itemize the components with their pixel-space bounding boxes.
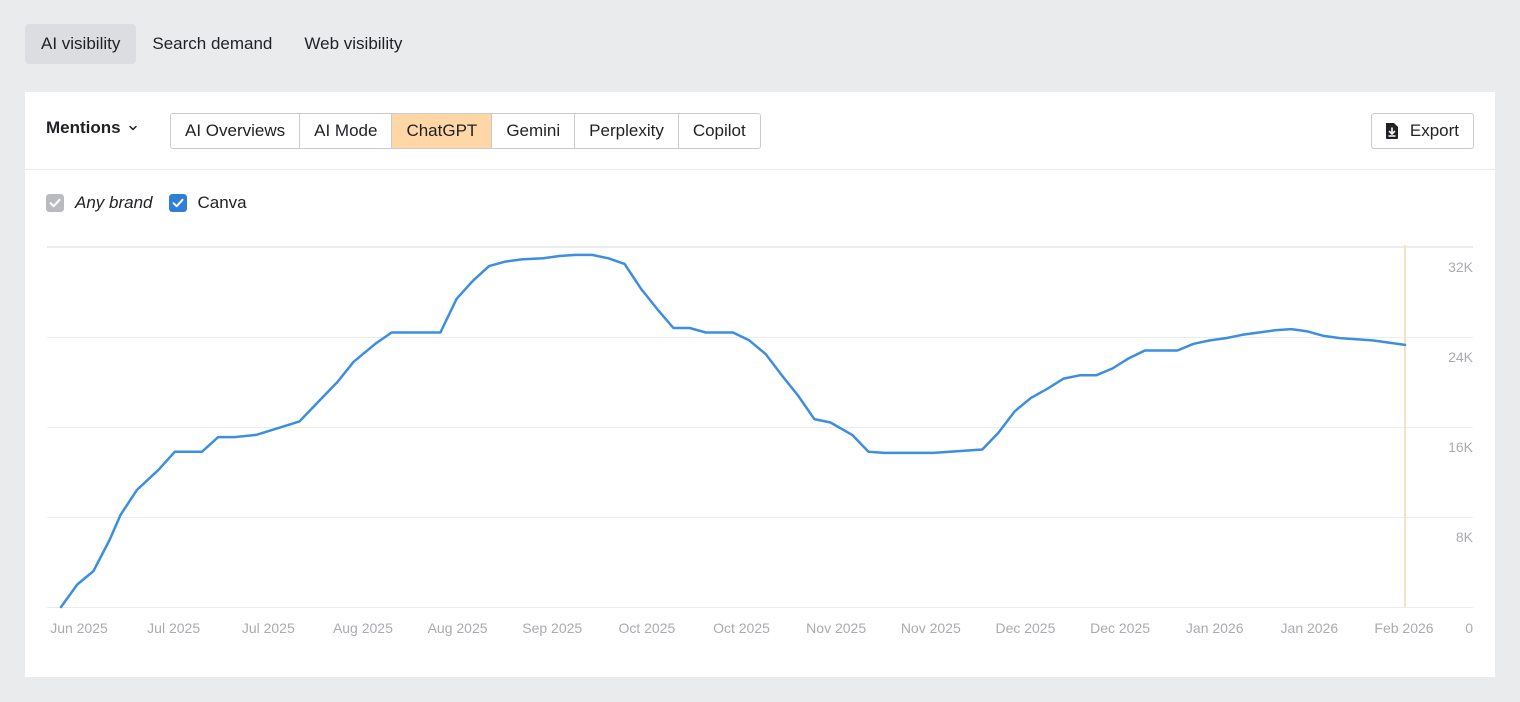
chart-toolbar: Mentions AI Overviews AI Mode ChatGPT Ge… — [25, 92, 1495, 170]
tab-search-demand[interactable]: Search demand — [152, 34, 273, 53]
y-tick-label: 16K — [1448, 439, 1474, 455]
engine-ai-mode-button[interactable]: AI Mode — [300, 114, 393, 148]
download-file-icon — [1385, 123, 1398, 139]
y-tick-label: 0 — [1465, 620, 1473, 636]
y-tick-label: 24K — [1448, 349, 1474, 365]
y-tick-label: 32K — [1448, 259, 1474, 275]
x-tick-label: Aug 2025 — [333, 620, 393, 636]
engine-gemini-button[interactable]: Gemini — [492, 114, 576, 148]
x-tick-label: Oct 2025 — [713, 620, 770, 636]
engine-perplexity-button[interactable]: Perplexity — [575, 114, 679, 148]
legend-item-any-brand[interactable]: Any brand — [46, 193, 153, 213]
engine-ai-overviews-button[interactable]: AI Overviews — [171, 114, 301, 148]
top-tabs: AI visibility Search demand Web visibili… — [25, 24, 418, 64]
chart-card: Mentions AI Overviews AI Mode ChatGPT Ge… — [25, 92, 1495, 677]
export-button-label: Export — [1409, 121, 1459, 140]
x-tick-label: Nov 2025 — [806, 620, 866, 636]
checkbox-any-brand[interactable] — [46, 194, 64, 212]
series-line-canva — [59, 253, 1407, 609]
legend-label-canva: Canva — [197, 193, 247, 212]
tab-web-visibility[interactable]: Web visibility — [304, 34, 403, 53]
mentions-line-chart: 0 8K 16K 24K 32K Jun 2025 Jul 2025 Jul 2025 Aug … — [47, 245, 1474, 636]
x-tick-label: Dec 2025 — [995, 620, 1055, 636]
x-tick-label: Nov 2025 — [901, 620, 961, 636]
chart-legend: Any brand Canva — [46, 193, 263, 213]
export-button[interactable]: Export — [1370, 113, 1474, 149]
x-tick-label: Oct 2025 — [618, 620, 675, 636]
x-tick-label: Sep 2025 — [522, 620, 582, 636]
metric-dropdown[interactable]: Mentions — [46, 118, 139, 138]
engine-chatgpt-button[interactable]: ChatGPT — [392, 114, 493, 148]
x-tick-label: Jul 2025 — [242, 620, 295, 636]
x-tick-label: Jan 2026 — [1186, 620, 1244, 636]
legend-label-any-brand: Any brand — [75, 193, 153, 212]
engine-switch: AI Overviews AI Mode ChatGPT Gemini Perp… — [170, 113, 761, 149]
checkbox-canva[interactable] — [168, 194, 187, 212]
x-tick-label: Dec 2025 — [1090, 620, 1150, 636]
chevron-down-icon — [128, 125, 137, 131]
tab-ai-visibility[interactable]: AI visibility — [25, 24, 137, 64]
metric-dropdown-label: Mentions — [46, 118, 121, 137]
legend-item-canva[interactable]: Canva — [168, 193, 247, 213]
x-tick-label: Jan 2026 — [1281, 620, 1339, 636]
x-tick-label: Jun 2025 — [50, 620, 108, 636]
x-tick-label: Aug 2025 — [428, 620, 488, 636]
x-tick-label: Jul 2025 — [147, 620, 200, 636]
x-tick-label: Feb 2026 — [1374, 620, 1433, 636]
engine-copilot-button[interactable]: Copilot — [678, 114, 760, 148]
y-tick-label: 8K — [1456, 529, 1474, 545]
